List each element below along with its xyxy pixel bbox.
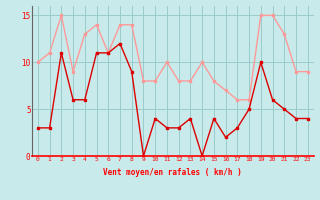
- X-axis label: Vent moyen/en rafales ( km/h ): Vent moyen/en rafales ( km/h ): [103, 168, 242, 177]
